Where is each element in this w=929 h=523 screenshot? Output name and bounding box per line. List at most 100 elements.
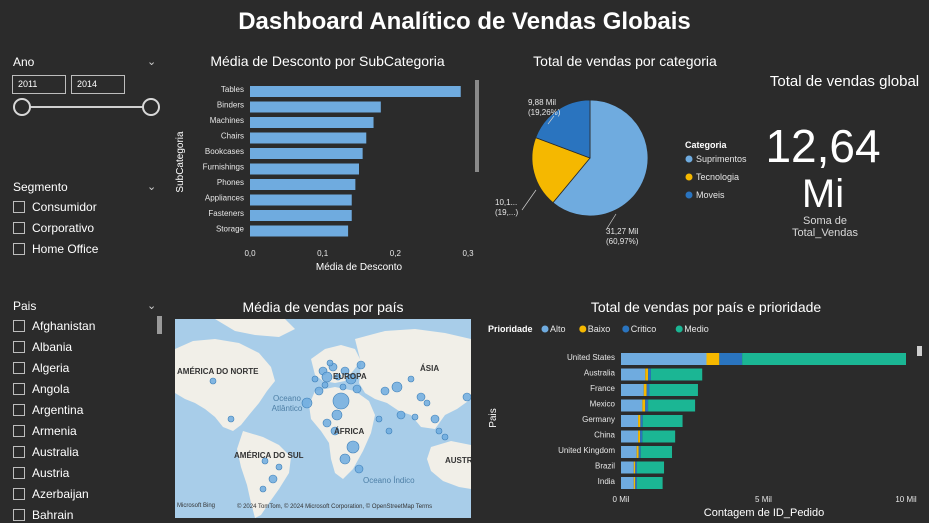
map-bubble[interactable] bbox=[441, 433, 449, 441]
bar[interactable] bbox=[250, 148, 363, 159]
bar-segment[interactable] bbox=[642, 399, 646, 412]
checkbox[interactable] bbox=[13, 403, 25, 416]
year-slider-start-handle[interactable] bbox=[13, 98, 31, 116]
map-bubble[interactable] bbox=[380, 386, 390, 396]
map-bubble[interactable] bbox=[407, 375, 415, 383]
bar[interactable] bbox=[250, 194, 352, 206]
country-option[interactable]: Algeria bbox=[13, 357, 163, 378]
checkbox[interactable] bbox=[13, 319, 25, 332]
map-canvas[interactable]: AMÉRICA DO NORTE EUROPA ÁSIA ÁFRICA AMÉR… bbox=[175, 319, 471, 518]
map-bubble[interactable] bbox=[227, 415, 235, 423]
bar-segment[interactable] bbox=[640, 446, 673, 458]
checkbox[interactable] bbox=[13, 466, 25, 479]
bar-segment[interactable] bbox=[649, 384, 698, 396]
map-bubble[interactable] bbox=[209, 377, 217, 385]
checkbox[interactable] bbox=[13, 340, 25, 353]
legend-item[interactable]: Alto bbox=[550, 324, 566, 334]
bar-segment[interactable] bbox=[621, 446, 637, 458]
bar-segment[interactable] bbox=[643, 384, 647, 396]
bar-segment[interactable] bbox=[638, 430, 641, 443]
bar-segment[interactable] bbox=[638, 415, 641, 427]
bar[interactable] bbox=[250, 132, 367, 144]
checkbox[interactable] bbox=[13, 445, 25, 458]
map-bubble[interactable] bbox=[259, 485, 267, 493]
bar-segment[interactable] bbox=[638, 446, 641, 458]
segment-option[interactable]: Home Office bbox=[13, 238, 163, 259]
map-bubble[interactable] bbox=[339, 383, 347, 391]
map-bubble[interactable] bbox=[416, 392, 426, 402]
country-priority-chart-scrollbar[interactable] bbox=[917, 346, 922, 356]
bar-segment[interactable] bbox=[635, 461, 637, 474]
bar-segment[interactable] bbox=[621, 399, 643, 412]
map-bubble[interactable] bbox=[331, 409, 343, 421]
bar[interactable] bbox=[250, 179, 356, 190]
map-bubble[interactable] bbox=[332, 392, 350, 410]
bar-segment[interactable] bbox=[621, 477, 634, 489]
chevron-down-icon[interactable]: ⌄ bbox=[147, 300, 157, 312]
checkbox[interactable] bbox=[13, 424, 25, 437]
bar[interactable] bbox=[250, 163, 359, 175]
bar-segment[interactable] bbox=[640, 430, 643, 443]
map-bubble[interactable] bbox=[352, 384, 362, 394]
country-option[interactable]: Australia bbox=[13, 441, 163, 462]
map-bubble[interactable] bbox=[411, 413, 419, 421]
map-bubble[interactable] bbox=[321, 371, 333, 383]
map-bubble[interactable] bbox=[375, 415, 383, 423]
bar-segment[interactable] bbox=[636, 461, 665, 474]
bar-segment[interactable] bbox=[645, 399, 649, 412]
pie-slice[interactable] bbox=[535, 99, 591, 159]
legend-item[interactable]: Medio bbox=[684, 324, 709, 334]
country-option[interactable]: Argentina bbox=[13, 399, 163, 420]
map-bubble[interactable] bbox=[314, 386, 324, 396]
bar-segment[interactable] bbox=[621, 353, 707, 365]
bar-segment[interactable] bbox=[719, 353, 743, 365]
legend-item[interactable]: Baixo bbox=[588, 324, 611, 334]
chevron-down-icon[interactable]: ⌄ bbox=[147, 181, 157, 193]
pie-slice[interactable] bbox=[531, 137, 591, 204]
map-bubble[interactable] bbox=[340, 366, 350, 376]
map-bubble[interactable] bbox=[330, 426, 340, 436]
bar-segment[interactable] bbox=[635, 477, 637, 489]
map-bubble[interactable] bbox=[301, 397, 313, 409]
segment-option[interactable]: Consumidor bbox=[13, 196, 163, 217]
bar-segment[interactable] bbox=[642, 430, 676, 443]
bar-segment[interactable] bbox=[742, 353, 906, 365]
country-option[interactable]: Albania bbox=[13, 336, 163, 357]
map-bubble[interactable] bbox=[423, 399, 431, 407]
checkbox[interactable] bbox=[13, 221, 25, 234]
map-bubble[interactable] bbox=[261, 457, 269, 465]
checkbox[interactable] bbox=[13, 242, 25, 255]
country-option[interactable]: Armenia bbox=[13, 420, 163, 441]
bar[interactable] bbox=[250, 225, 349, 237]
country-option[interactable]: Bahrain bbox=[13, 504, 163, 523]
country-option[interactable]: Austria bbox=[13, 462, 163, 483]
map-bubble[interactable] bbox=[268, 474, 278, 484]
checkbox[interactable] bbox=[13, 200, 25, 213]
map-bubble[interactable] bbox=[322, 418, 332, 428]
bar-segment[interactable] bbox=[621, 461, 634, 474]
checkbox[interactable] bbox=[13, 487, 25, 500]
pie-slice[interactable] bbox=[552, 99, 649, 217]
year-end-input[interactable]: 2014 bbox=[71, 75, 125, 94]
bar-segment[interactable] bbox=[645, 368, 649, 381]
bar-segment[interactable] bbox=[636, 446, 639, 458]
checkbox[interactable] bbox=[13, 361, 25, 374]
legend-item[interactable]: Critico bbox=[631, 324, 657, 334]
bar[interactable] bbox=[250, 210, 352, 221]
map-bubble[interactable] bbox=[385, 427, 393, 435]
bar-segment[interactable] bbox=[621, 415, 639, 427]
bar[interactable] bbox=[250, 86, 461, 97]
map-bubble[interactable] bbox=[396, 410, 406, 420]
bar-segment[interactable] bbox=[642, 415, 683, 427]
legend-item[interactable]: Tecnologia bbox=[696, 172, 739, 182]
bar-segment[interactable] bbox=[633, 477, 636, 489]
map-bubble[interactable] bbox=[354, 464, 364, 474]
bar-segment[interactable] bbox=[636, 477, 663, 489]
year-slider-end-handle[interactable] bbox=[142, 98, 160, 116]
segment-option[interactable]: Corporativo bbox=[13, 217, 163, 238]
map-bubble[interactable] bbox=[334, 373, 342, 381]
country-option[interactable]: Azerbaijan bbox=[13, 483, 163, 504]
checkbox[interactable] bbox=[13, 508, 25, 521]
bar-segment[interactable] bbox=[648, 368, 651, 381]
bar-segment[interactable] bbox=[621, 384, 644, 396]
